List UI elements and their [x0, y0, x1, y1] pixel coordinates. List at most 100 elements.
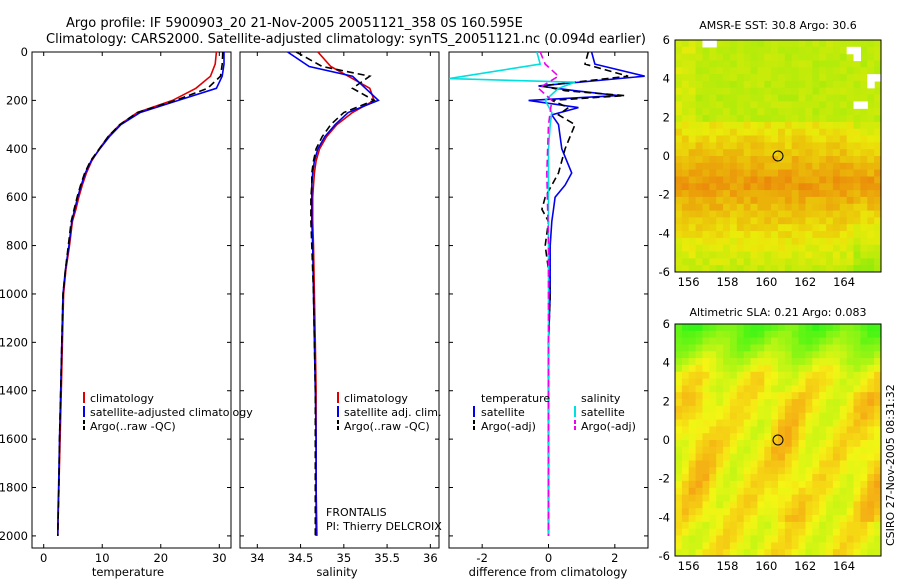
temperature-plot: [57, 52, 225, 536]
map-cell: [716, 190, 724, 198]
map-cell: [791, 508, 800, 516]
map-cell: [681, 94, 690, 102]
map-cell: [805, 115, 813, 123]
map-cell: [812, 344, 820, 352]
x-tick-label: 36: [423, 551, 438, 565]
map-cell: [853, 378, 861, 386]
map-cell: [812, 156, 820, 164]
map-cell: [723, 231, 731, 239]
map-cell: [839, 94, 848, 102]
y-tick-label: 400: [6, 142, 28, 156]
map-cell: [750, 392, 758, 400]
map-cell: [743, 94, 752, 102]
y-tick-label: 6: [663, 33, 670, 47]
map-cell: [832, 385, 841, 393]
map-cell: [874, 87, 881, 96]
map-cell: [750, 244, 758, 253]
map-missing-cell: [853, 46, 861, 55]
map-cell: [832, 453, 841, 461]
map-cell: [750, 549, 758, 556]
map-cell: [743, 190, 752, 198]
map-cell: [805, 183, 813, 191]
map-cell: [784, 53, 793, 61]
map-cell: [729, 149, 738, 157]
map-cell: [846, 101, 855, 109]
map-cell: [826, 337, 834, 345]
map-cell: [826, 162, 834, 171]
map-cell: [729, 115, 738, 123]
map-cell: [681, 474, 690, 482]
map-cell: [853, 521, 861, 530]
map-cell: [716, 80, 724, 89]
map-cell: [716, 508, 724, 516]
map-cell: [771, 542, 779, 550]
map-cell: [860, 87, 868, 96]
map-cell: [729, 385, 738, 393]
map-cell: [688, 399, 697, 407]
map-cell: [798, 258, 807, 266]
map-cell: [778, 40, 786, 48]
map-cell: [723, 115, 731, 123]
map-cell: [846, 53, 855, 61]
map-cell: [681, 412, 690, 421]
map-cell: [791, 535, 800, 543]
map-cell: [812, 258, 820, 266]
map-cell: [771, 60, 779, 68]
map-cell: [778, 265, 786, 272]
map-cell: [839, 224, 848, 232]
map-cell: [791, 196, 800, 205]
map-cell: [867, 196, 875, 205]
map-cell: [675, 399, 683, 407]
map-cell: [688, 87, 697, 96]
map-cell: [675, 244, 683, 253]
map-cell: [743, 467, 752, 475]
map-cell: [729, 480, 738, 489]
map-cell: [819, 80, 827, 89]
map-cell: [819, 419, 827, 427]
map-cell: [743, 521, 752, 530]
map-cell: [695, 251, 704, 259]
y-tick-label: 800: [6, 239, 28, 253]
map-cell: [771, 494, 779, 502]
map-cell: [798, 67, 807, 75]
map-cell: [757, 324, 765, 332]
map-cell: [853, 508, 861, 516]
map-cell: [832, 480, 841, 489]
map-cell: [867, 224, 875, 232]
map-cell: [778, 162, 786, 171]
map-cell: [853, 74, 861, 82]
map-cell: [832, 515, 841, 523]
map-cell: [819, 453, 827, 461]
map-cell: [675, 156, 683, 164]
map-cell: [771, 128, 779, 137]
map-cell: [757, 210, 765, 218]
map-cell: [716, 94, 724, 102]
map-cell: [729, 53, 738, 61]
map-cell: [819, 237, 827, 246]
map-cell: [688, 446, 697, 455]
map-cell: [702, 101, 710, 109]
map-cell: [784, 115, 793, 123]
map-cell: [695, 467, 704, 475]
map-cell: [860, 419, 868, 427]
map-cell: [681, 405, 690, 414]
x-tick-label: 20: [153, 551, 168, 565]
map-cell: [675, 337, 683, 345]
map-cell: [826, 405, 834, 414]
x-tick-label: -2: [476, 551, 487, 565]
map-cell: [702, 251, 710, 259]
map-cell: [709, 405, 717, 414]
y-tick-label: 200: [6, 93, 28, 107]
map-cell: [771, 433, 779, 441]
map-cell: [709, 549, 717, 556]
map-cell: [716, 74, 724, 82]
map-cell: [805, 40, 813, 48]
map-cell: [791, 217, 800, 225]
map-cell: [867, 351, 875, 359]
map-cell: [736, 231, 745, 239]
map-cell: [695, 324, 704, 332]
map-cell: [681, 183, 690, 191]
map-cell: [675, 535, 683, 543]
map-cell: [743, 446, 752, 455]
map-cell: [764, 156, 772, 164]
